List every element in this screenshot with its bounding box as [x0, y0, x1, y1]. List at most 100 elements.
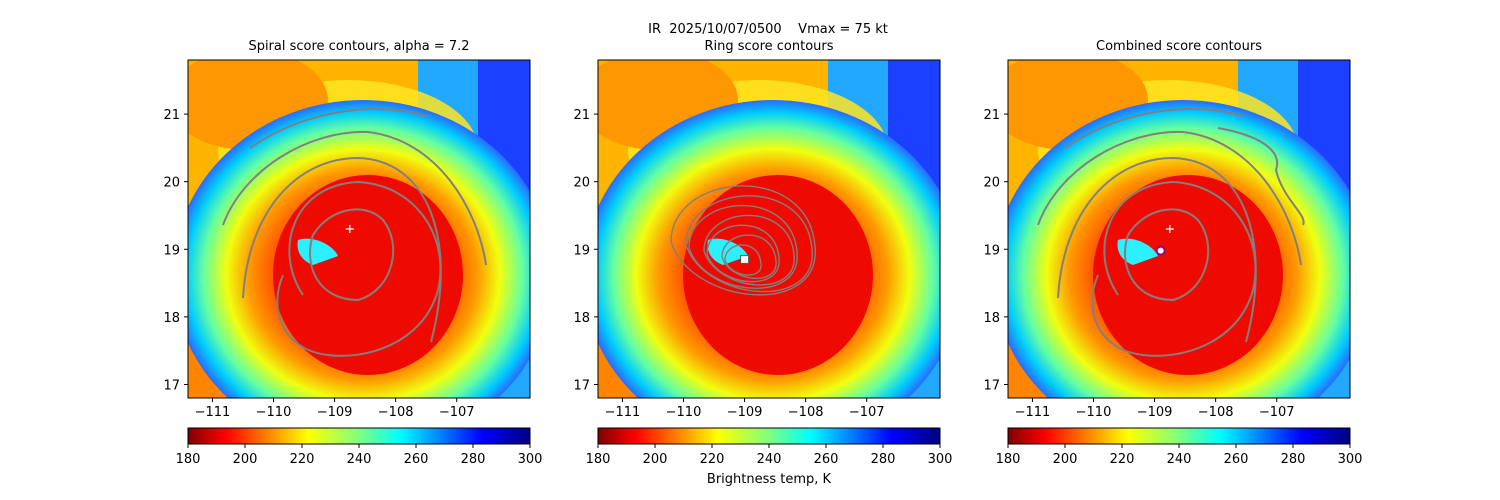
x-tick-label-3: −109	[1137, 405, 1173, 420]
colorbar-tick-label-5: 260	[404, 452, 429, 467]
colorbar-gradient	[187, 427, 531, 445]
colorbar-gradient	[1007, 427, 1351, 445]
x-tick-label-5: −107	[1259, 405, 1295, 420]
colorbar-tick-label-7: 300	[1338, 452, 1363, 467]
markers	[345, 225, 354, 233]
markers	[1155, 225, 1174, 256]
colorbar-1: 180 200 220 240 260 280 300	[176, 427, 543, 467]
colorbar-tick-label-4: 240	[1167, 452, 1192, 467]
spiral-contour-4	[276, 180, 442, 357]
x-tick-label-4: −108	[378, 405, 414, 420]
panel-3-title: Combined score contours	[1096, 39, 1262, 54]
x-tick-label-1: −111	[195, 405, 231, 420]
x-tick-label-2: −110	[666, 405, 702, 420]
spiral-contour-4	[1091, 180, 1257, 357]
colorbar-tick-label-3: 220	[290, 452, 315, 467]
y-tick-label-4: 20	[163, 176, 180, 191]
colorbar-tick-label-3: 220	[1110, 452, 1135, 467]
panel-1: −111 −110 −109 −108 −107 17 18 19 20 21	[163, 59, 531, 420]
ir-image	[598, 60, 940, 398]
colorbar-tick-label-5: 260	[814, 452, 839, 467]
colorbar-2: 180 200 220 240 260 280 300	[586, 427, 953, 467]
score-contours	[222, 108, 487, 357]
x-tick-label-3: −109	[727, 405, 763, 420]
eye-notch	[1117, 238, 1158, 265]
ir-image	[188, 60, 530, 398]
x-tick-label-5: −107	[849, 405, 885, 420]
score-contours	[670, 185, 816, 296]
colorbar-label: Brightness temp, K	[706, 472, 832, 487]
colorbar-tick-label-6: 280	[1281, 452, 1306, 467]
ir-image	[1008, 60, 1350, 398]
x-tick-label-4: −108	[788, 405, 824, 420]
spiral-contour-5	[1124, 208, 1210, 302]
y-tick-label-3: 19	[163, 243, 180, 258]
spiral-contour-1	[249, 108, 429, 149]
figure-suptitle: IR 2025/10/07/0500 Vmax = 75 kt	[648, 22, 888, 37]
x-tick-label-1: −111	[1015, 405, 1051, 420]
ring-contours	[670, 185, 816, 296]
y-tick-label-5: 21	[573, 108, 590, 123]
y-tick-label-4: 20	[573, 176, 590, 191]
y-tick-label-5: 21	[163, 108, 180, 123]
ring-contour-7	[670, 185, 816, 296]
combined-center-marker	[1155, 245, 1166, 256]
spiral-contour-6	[1217, 127, 1305, 226]
spiral-contour-1	[1064, 108, 1244, 149]
ring-contour-3	[706, 224, 780, 283]
colorbar-tick-label-4: 240	[757, 452, 782, 467]
x-tick-label-3: −109	[317, 405, 353, 420]
colorbar-tick-label-1: 180	[996, 452, 1021, 467]
colorbar-tick-label-7: 300	[518, 452, 543, 467]
central-dense-overcast	[273, 175, 463, 375]
y-tick-label-1: 17	[573, 378, 590, 393]
x-tick-label-2: −110	[1076, 405, 1112, 420]
panel-3: −111 −110 −109 −108 −107 17 18 19 20 21	[983, 59, 1351, 420]
colorbar-tick-label-2: 200	[643, 452, 668, 467]
eye-notch	[297, 238, 338, 265]
ring-center-marker	[740, 254, 750, 264]
ring-contour-4	[703, 214, 795, 286]
panel-2: −111 −110 −109 −108 −107 17 18 19 20 21	[573, 59, 941, 420]
central-dense-overcast	[1093, 175, 1283, 375]
colorbar-tick-label-2: 200	[233, 452, 258, 467]
panel-2-title: Ring score contours	[704, 39, 834, 54]
spiral-contour-2	[1037, 130, 1302, 266]
colorbar-tick-label-3: 220	[700, 452, 725, 467]
y-tick-label-2: 18	[983, 311, 1000, 326]
spiral-contour-5	[309, 208, 395, 302]
y-tick-label-3: 19	[983, 243, 1000, 258]
y-tick-label-1: 17	[983, 378, 1000, 393]
colorbar-tick-label-6: 280	[461, 452, 486, 467]
y-tick-label-2: 18	[163, 311, 180, 326]
panel-1-title: Spiral score contours, alpha = 7.2	[248, 39, 470, 54]
ring-contour-6	[685, 195, 813, 293]
colorbar-tick-label-2: 200	[1053, 452, 1078, 467]
axes-frame	[597, 59, 941, 399]
x-tick-label-1: −111	[605, 405, 641, 420]
y-tick-label-4: 20	[983, 176, 1000, 191]
spiral-contour-2	[222, 130, 487, 266]
colorbar-tick-label-4: 240	[347, 452, 372, 467]
ring-contour-2	[721, 234, 777, 280]
y-tick-label-3: 19	[573, 243, 590, 258]
colorbar-3: 180 200 220 240 260 280 300	[996, 427, 1363, 467]
central-dense-overcast	[683, 175, 873, 375]
y-tick-label-2: 18	[573, 311, 590, 326]
x-tick-label-5: −107	[439, 405, 475, 420]
axes-frame	[1007, 59, 1351, 399]
storm-center-marker	[345, 225, 354, 233]
ring-contour-5	[688, 204, 798, 289]
colorbar-tick-label-7: 300	[928, 452, 953, 467]
x-tick-label-2: −110	[256, 405, 292, 420]
colorbar-gradient	[597, 427, 941, 445]
colorbar-tick-label-1: 180	[586, 452, 611, 467]
score-contours	[1037, 108, 1305, 357]
ring-contour-1	[724, 244, 762, 276]
y-tick-label-5: 21	[983, 108, 1000, 123]
y-tick-label-1: 17	[163, 378, 180, 393]
storm-center-marker	[1165, 225, 1174, 233]
markers	[740, 254, 750, 264]
colorbar-tick-label-6: 280	[871, 452, 896, 467]
